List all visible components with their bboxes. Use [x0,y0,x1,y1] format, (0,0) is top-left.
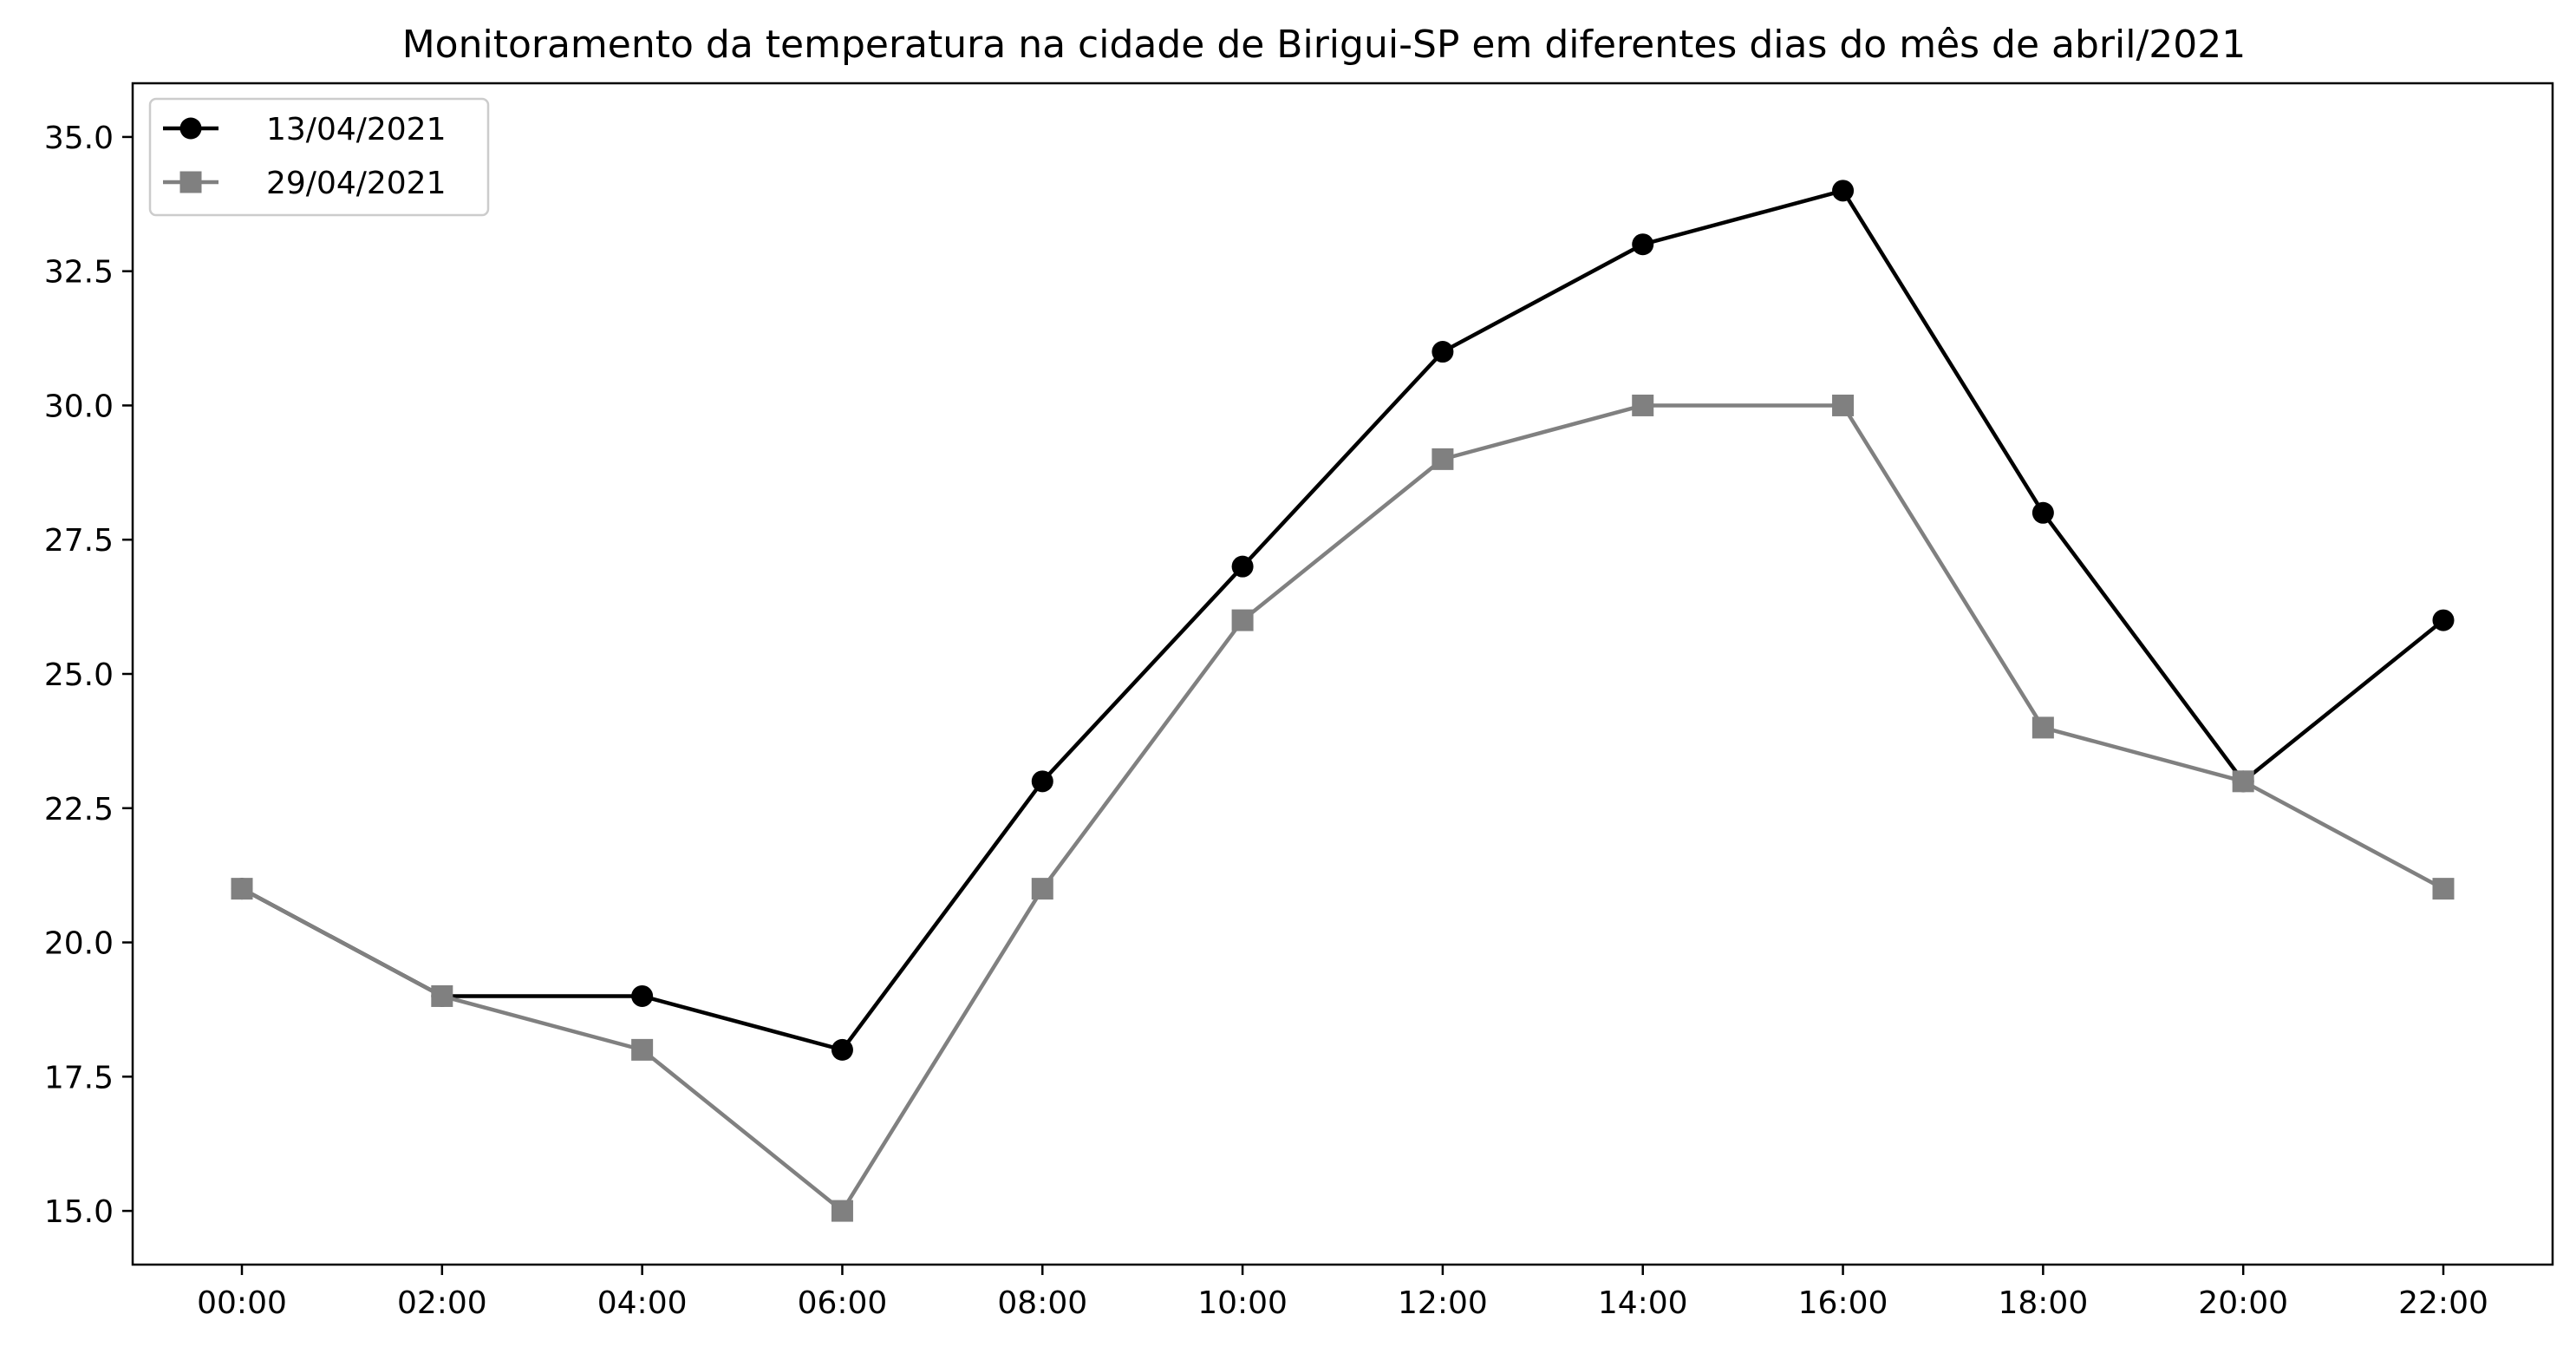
data-point [2232,770,2254,793]
data-point [1832,180,1855,202]
legend-marker [179,117,202,140]
data-point [831,1038,853,1061]
data-point [2432,878,2455,900]
data-point [631,984,654,1007]
series-2 [231,394,2455,1222]
series-line [240,188,2445,1052]
x-tick-label: 12:00 [1398,1285,1488,1321]
y-tick-label: 17.5 [44,1060,114,1095]
data-point [1031,878,1053,900]
y-axis: 15.0 17.5 20.0 22.5 25.0 27.5 30.0 32.5 35.0 [44,121,133,1230]
legend-marker [179,171,202,193]
data-point [1231,555,1254,578]
data-point [1632,394,1654,416]
x-tick-label: 06:00 [798,1285,888,1321]
y-tick-label: 30.0 [44,389,114,424]
data-point [2031,501,2054,524]
legend-box [148,97,490,217]
x-tick-label: 16:00 [1798,1285,1888,1321]
data-point [231,878,253,900]
data-point [831,1200,853,1222]
legend-item: 13/04/2021 [163,112,447,147]
legend-label: 29/04/2021 [266,166,447,201]
data-point [1431,341,1454,363]
y-tick-label: 32.5 [44,255,114,291]
data-point [1832,394,1855,416]
y-tick-label: 20.0 [44,926,114,962]
x-tick-label: 04:00 [597,1285,688,1321]
x-tick-label: 00:00 [197,1285,287,1321]
legend-label: 13/04/2021 [266,112,447,147]
data-point [1431,448,1454,470]
data-point [1632,233,1654,256]
data-point [431,984,453,1007]
data-point [1231,609,1254,631]
data-point [631,1038,654,1061]
data-point [2031,716,2054,739]
x-tick-label: 18:00 [1998,1285,2088,1321]
x-tick-label: 02:00 [397,1285,487,1321]
y-tick-label: 25.0 [44,657,114,693]
x-tick-label: 14:00 [1598,1285,1688,1321]
x-tick-label: 20:00 [2198,1285,2288,1321]
x-tick-label: 10:00 [1197,1285,1288,1321]
legend: 13/04/2021 29/04/2021 [148,97,490,217]
x-tick-label: 08:00 [997,1285,1087,1321]
x-axis: 00:00 02:00 04:00 06:00 08:00 10:00 12:00 14:00… [197,1265,2488,1321]
data-point [2432,609,2455,631]
x-tick-label: 22:00 [2398,1285,2488,1321]
y-tick-label: 35.0 [44,121,114,156]
chart-title: Monitoramento da temperatura na cidade d… [402,23,2247,67]
legend-item: 29/04/2021 [163,166,447,201]
y-tick-label: 22.5 [44,792,114,827]
plot-area [131,82,2554,1266]
y-tick-label: 27.5 [44,523,114,559]
y-tick-label: 15.0 [44,1194,114,1230]
data-point [1031,770,1053,793]
series-line [240,403,2445,1213]
series-layer [231,180,2455,1222]
